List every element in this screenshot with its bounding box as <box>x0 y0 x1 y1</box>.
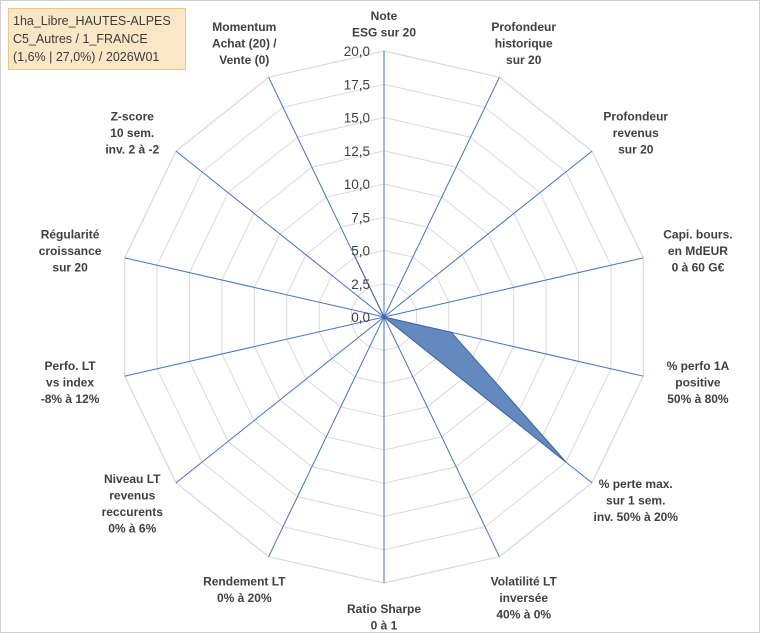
axis-spoke <box>124 257 385 318</box>
axis-spoke <box>383 150 593 318</box>
axis-label: Capi. bours. en MdEUR 0 à 60 G€ <box>663 228 732 275</box>
title-line-3: (1,6% | 27,0%) / 2026W01 <box>13 50 160 64</box>
axis-labels: Note ESG sur 20 Profondeur historique sur 20… <box>39 9 733 632</box>
axis-label-line: inv. 50% à 20% <box>593 510 678 524</box>
series-polygon <box>354 256 567 463</box>
axis-label-line: 0 à 60 G€ <box>672 261 725 275</box>
axis-label-line: Profondeur <box>491 20 556 34</box>
axis-label-line: en MdEUR <box>668 244 728 258</box>
axis-label-line: Achat (20) / <box>212 37 277 51</box>
axis-label-line: % perfo 1A <box>667 359 730 373</box>
axis-label-line: Ratio Sharpe <box>347 602 421 616</box>
axis-spoke <box>383 257 644 318</box>
axis-label: Rendement LT 0% à 20% <box>203 574 286 605</box>
axis-label-line: inv. 2 à -2 <box>105 142 159 156</box>
axis-label-line: Profondeur <box>603 109 668 123</box>
axis-label: Niveau LT revenus reccurents 0% à 6% <box>102 472 164 536</box>
axis-label-line: revenus <box>109 488 155 502</box>
tick-label: 2,5 <box>351 277 370 292</box>
axis-label-line: Volatilité LT <box>491 574 558 588</box>
axis-label-line: reccurents <box>102 505 164 519</box>
axis-label-line: 40% à 0% <box>496 607 551 621</box>
tick-label: 20,0 <box>344 44 370 59</box>
axis-label: Ratio Sharpe 0 à 1 <box>347 602 421 632</box>
axis-spoke <box>383 77 500 318</box>
axis-label: Profondeur historique sur 20 <box>491 20 556 67</box>
axis-label: Perfo. LT vs index -8% à 12% <box>41 359 100 406</box>
axis-label-line: -8% à 12% <box>41 392 100 406</box>
axis-spoke <box>124 316 385 377</box>
axis-label-line: 0% à 6% <box>108 521 156 535</box>
axis-label-line: ESG sur 20 <box>352 26 416 40</box>
axis-label-line: sur 1 sem. <box>606 494 665 508</box>
axis-label-line: 50% à 80% <box>667 392 729 406</box>
axis-spoke <box>175 316 385 484</box>
axis-label-line: positive <box>675 375 721 389</box>
tick-label: 0,0 <box>351 310 370 325</box>
axis-label-line: 0% à 20% <box>217 591 272 605</box>
axis-label: Z-score 10 sem. inv. 2 à -2 <box>105 109 159 156</box>
axis-label-line: Niveau LT <box>104 472 161 486</box>
tick-label: 10,0 <box>344 177 370 192</box>
tick-label: 5,0 <box>351 244 370 259</box>
title-line-1: 1ha_Libre_HAUTES-ALPES <box>13 14 171 28</box>
axis-label: Note ESG sur 20 <box>352 9 416 40</box>
axis-label-line: croissance <box>39 244 102 258</box>
axis-label-line: Rendement LT <box>203 574 286 588</box>
axis-label-line: Vente (0) <box>219 53 269 67</box>
tick-label: 7,5 <box>351 210 370 225</box>
axis-label: Régularité croissance sur 20 <box>39 228 102 275</box>
axis-label-line: Note <box>371 9 398 23</box>
axis-label-line: vs index <box>46 375 94 389</box>
axis-label-line: historique <box>495 37 553 51</box>
axis-label: % perfo 1A positive 50% à 80% <box>667 359 730 406</box>
title-line-2: C5_Autres / 1_FRANCE <box>13 32 148 46</box>
axis-label-line: Perfo. LT <box>45 359 97 373</box>
tick-label: 17,5 <box>344 77 370 92</box>
axis-label-line: 10 sem. <box>110 126 154 140</box>
axis-label-line: sur 20 <box>52 261 88 275</box>
axis-label-line: Régularité <box>41 228 100 242</box>
axis-label: % perte max. sur 1 sem. inv. 50% à 20% <box>593 477 678 524</box>
axis-spoke <box>175 150 385 318</box>
axis-spoke <box>383 316 500 557</box>
axis-label-line: % perte max. <box>599 477 673 491</box>
axis-label-line: Z-score <box>111 109 155 123</box>
tick-label: 15,0 <box>344 111 370 126</box>
axis-label: Momentum Achat (20) / Vente (0) <box>212 20 277 67</box>
axis-label-line: sur 20 <box>506 53 542 67</box>
axis-label-line: sur 20 <box>618 142 654 156</box>
series-area <box>354 256 567 463</box>
axis-label: Volatilité LT inversée 40% à 0% <box>491 574 558 621</box>
axis-label-line: inversée <box>499 591 548 605</box>
radial-tick-labels: 0,0 2,5 5,0 7,5 10,0 12,5 15,0 17,5 20,0 <box>344 44 370 325</box>
axis-label-line: Capi. bours. <box>663 228 732 242</box>
axis-label-line: revenus <box>613 126 659 140</box>
axis-label-line: Momentum <box>212 20 276 34</box>
axis-label-line: 0 à 1 <box>371 619 398 633</box>
chart-title-box: 1ha_Libre_HAUTES-ALPES C5_Autres / 1_FRA… <box>8 8 186 70</box>
axis-spoke <box>268 316 385 557</box>
tick-label: 12,5 <box>344 144 370 159</box>
axis-label: Profondeur revenus sur 20 <box>603 109 668 156</box>
